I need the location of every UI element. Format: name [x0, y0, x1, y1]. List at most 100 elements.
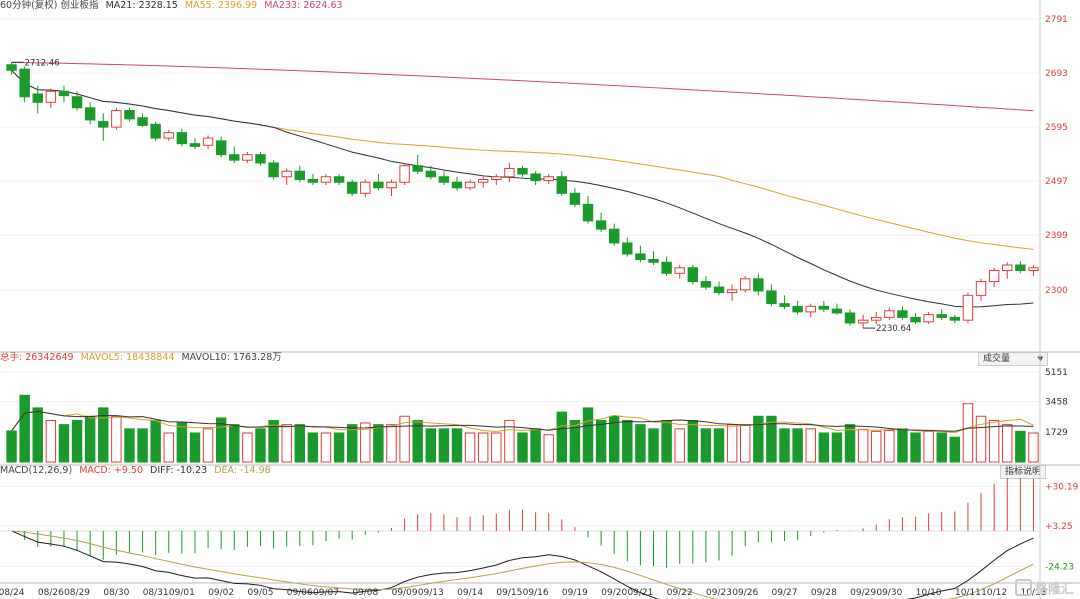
candle-body [779, 303, 790, 307]
date-axis-tick: 09/29 [850, 588, 876, 598]
volume-bar [281, 424, 292, 463]
date-axis-tick: 08/24 [0, 588, 25, 598]
volume-bar [229, 424, 240, 463]
candle-body [71, 96, 83, 109]
volume-bar [425, 428, 437, 463]
candle-body [740, 278, 751, 291]
candle-body [530, 173, 541, 182]
candle-body [32, 93, 43, 103]
volume-bar [124, 428, 135, 463]
candle-body [897, 310, 908, 318]
low-marker-label: 2230.64 [876, 324, 911, 334]
volume-bar [923, 430, 934, 463]
date-axis-tick: 09/14 [457, 588, 483, 598]
date-axis-tick: 09/06 [287, 588, 313, 598]
volume-bar [98, 407, 109, 463]
ma21-line [11, 69, 1034, 308]
volume-bar [386, 424, 397, 463]
volume-bar [163, 432, 174, 463]
candle-body [831, 308, 843, 314]
candle-body [255, 154, 266, 164]
candle-body [268, 162, 279, 178]
candle-body [543, 176, 554, 182]
candle-body [857, 319, 869, 324]
macd-header: MACD(12,26,9) MACD: +9.50 DIFF: -10.23 D… [0, 465, 275, 477]
volume-bar [556, 411, 568, 463]
candle-body [1002, 264, 1013, 272]
candle-body [6, 64, 17, 71]
candle-body [399, 165, 410, 183]
volume-bar [844, 424, 856, 463]
candle-body [936, 314, 947, 318]
dea-line [11, 530, 1034, 599]
price-axis-tick: 2595 [1045, 123, 1068, 133]
candle-body [700, 281, 712, 288]
volume-axis-tick: 1729 [1045, 428, 1068, 438]
date-axis-tick: 09/02 [208, 588, 234, 598]
candle-body [635, 253, 646, 260]
volume-bar [189, 432, 201, 463]
volume-bar [19, 394, 30, 463]
volume-bar [648, 428, 659, 463]
candle-body [294, 170, 305, 181]
candle-body [871, 316, 882, 321]
price-axis-tick: 2497 [1045, 177, 1068, 187]
date-axis-tick: 10/10 [916, 588, 942, 598]
volume-bar [294, 424, 305, 463]
volume-bar [988, 419, 1000, 463]
volume-bar [595, 419, 607, 463]
volume-bar [451, 428, 463, 463]
volume-bar [504, 419, 515, 463]
volume-bar [268, 419, 279, 463]
date-axis-tick: 09/05 [248, 588, 274, 598]
volume-header: 总手: 26342649 MAVOL5: 18438844 MAVOL10: 1… [0, 352, 286, 364]
candle-body [451, 181, 463, 189]
volume-bar [831, 432, 843, 463]
volume-bar [687, 419, 699, 463]
main-chart-header: 60分钟(复权) 创业板指 MA21: 2328.15 MA55: 2396.9… [0, 0, 347, 12]
date-axis-tick: 08/26 [38, 588, 64, 598]
candle-body [910, 316, 921, 323]
volume-bar [740, 424, 751, 463]
candle-body [320, 176, 332, 183]
candle-body [19, 68, 30, 98]
date-axis-tick: 09/20 [601, 588, 627, 598]
candle-body [988, 270, 1000, 283]
date-axis-tick: 10/12 [981, 588, 1007, 598]
mavol10-label: MAVOL10: 1763.28万 [181, 352, 282, 363]
volume-bar [464, 432, 476, 463]
volume-bar [255, 428, 266, 463]
mavol5-label: MAVOL5: 18438844 [80, 352, 175, 363]
date-axis-tick: 08/30 [103, 588, 129, 598]
volume-bar [137, 428, 148, 463]
volume-bar [58, 424, 70, 463]
volume-bar [569, 419, 581, 463]
date-axis-tick: 09/19 [562, 588, 588, 598]
volume-bar [962, 403, 974, 463]
candle-body [818, 305, 830, 310]
candle-body [622, 242, 633, 255]
candle-body [242, 154, 253, 161]
date-axis-tick: 10/11 [955, 588, 981, 598]
macd-axis-tick: +3.25 [1045, 522, 1073, 532]
candle-body [753, 278, 764, 292]
diff-value-label: DIFF: -10.23 [150, 465, 208, 476]
volume-bar [333, 432, 345, 463]
volume-bar [1002, 424, 1013, 463]
volume-bar [766, 415, 777, 463]
candle-body [1015, 264, 1026, 272]
candle-body [58, 90, 70, 97]
volume-bar [176, 422, 188, 463]
candle-body [713, 286, 725, 294]
candle-body [438, 176, 450, 183]
candle-body [215, 140, 227, 156]
candle-body [792, 305, 803, 313]
candle-body [687, 267, 699, 283]
volume-bar [661, 419, 672, 463]
volume-bar [477, 432, 489, 463]
macd-params-label: MACD(12,26,9) [0, 465, 73, 476]
volume-bar [242, 432, 253, 463]
date-axis-tick: 09/16 [523, 588, 549, 598]
candle-body [595, 220, 607, 230]
volume-bar [543, 434, 554, 463]
